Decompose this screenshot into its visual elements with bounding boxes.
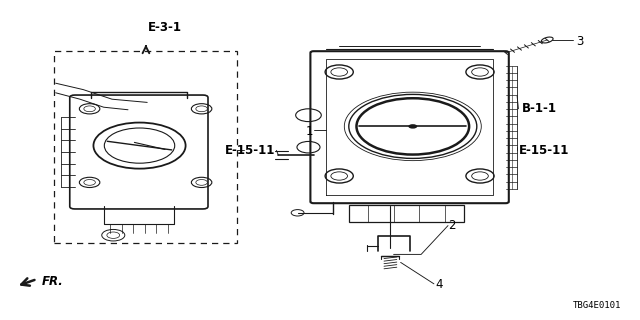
Text: E-15-11: E-15-11: [518, 144, 569, 157]
Bar: [54, 51, 237, 243]
Text: 3: 3: [576, 35, 584, 48]
Text: B-1-1: B-1-1: [522, 102, 557, 115]
Bar: [349, 205, 464, 222]
Text: FR.: FR.: [42, 275, 63, 288]
Text: E-3-1: E-3-1: [148, 20, 182, 34]
Text: E-15-11: E-15-11: [225, 144, 275, 157]
Text: 2: 2: [448, 219, 456, 232]
Text: 4: 4: [435, 278, 443, 291]
Text: 1: 1: [306, 125, 314, 138]
Text: TBG4E0101: TBG4E0101: [572, 301, 621, 310]
Circle shape: [408, 124, 417, 129]
